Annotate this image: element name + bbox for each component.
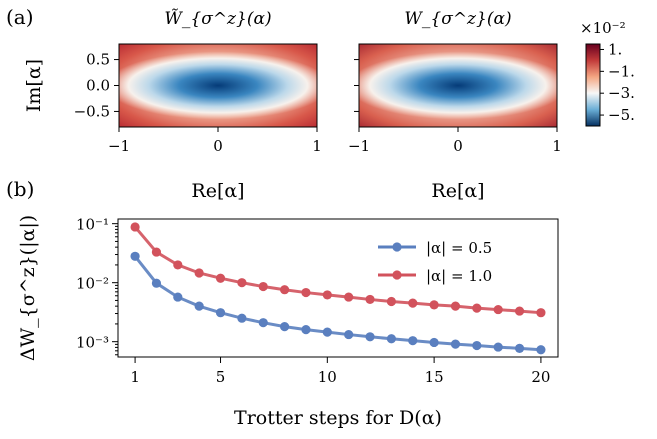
heatmap-left-ytick-label: −0.5 (74, 102, 110, 120)
heatmap-right-yticks (354, 59, 359, 112)
line-plot-series (130, 222, 546, 355)
colorbar-tick-label: 1. (608, 40, 622, 58)
heatmap-left-xtick-label: 1 (312, 137, 322, 155)
series-1-point (344, 329, 354, 340)
series-2-point (472, 303, 482, 313)
series-1-point (301, 325, 311, 335)
series-2-point (408, 298, 418, 308)
line-plot-ytick-label: 10⁻³ (76, 334, 109, 352)
line-plot-ylabel: ΔW_{σ^z}(|α|) (17, 215, 39, 361)
colorbar-multiplier: ×10⁻² (580, 19, 626, 37)
series-1-point (408, 336, 418, 346)
series-2-point (365, 294, 375, 305)
series-2-point (258, 281, 268, 292)
panel-a-label: (a) (6, 5, 34, 29)
panel-b-label: (b) (6, 177, 34, 201)
series-2-point (280, 285, 290, 295)
series-1-point (536, 345, 546, 355)
series-1-point (493, 342, 503, 352)
series-1-point (280, 322, 290, 332)
heatmap-right-xtick-label: −1 (348, 137, 370, 155)
series-1-point (130, 251, 140, 261)
series-2-point (301, 287, 311, 298)
legend-label-2: |α| = 1.0 (426, 267, 492, 285)
heatmap-right-xticks: −1 0 1 (348, 127, 562, 155)
heatmap-right-trough (359, 51, 557, 120)
series-2-point (493, 304, 503, 315)
series-1-point (386, 334, 396, 344)
line-plot-xtick-label: 20 (531, 368, 550, 386)
series-2-point (194, 268, 204, 278)
heatmap-right-xtick-label: 0 (453, 137, 463, 155)
heatmap-left-ytick-label: 0.0 (86, 77, 110, 95)
heatmap-left (119, 44, 317, 127)
series-1-point (322, 327, 332, 337)
series-2-point (215, 273, 226, 283)
legend: |α| = 0.5 |α| = 1.0 (378, 239, 492, 285)
series-2-point (429, 300, 439, 310)
series-1-point (429, 337, 439, 348)
series-1-point (258, 318, 268, 328)
series-1-point (215, 308, 226, 318)
series-1-point (173, 292, 183, 302)
line-plot-ytick-label: 10⁻² (76, 275, 109, 293)
series-2-point (514, 306, 525, 316)
heatmap-left-xticks: −1 0 1 (108, 127, 322, 155)
series-2-point (450, 301, 461, 311)
line-plot-xtick-label: 15 (425, 368, 444, 386)
colorbar-tick-label: −3. (608, 84, 635, 102)
line-plot-xlabel: Trotter steps for D(α) (234, 407, 442, 429)
legend-marker-2 (392, 270, 402, 280)
colorbar-tick-label: −1. (608, 62, 635, 80)
line-plot-yticks: 10⁻¹ 10⁻² 10⁻³ (76, 216, 118, 356)
heatmap-left-trough (119, 51, 317, 120)
legend-label-1: |α| = 0.5 (426, 239, 492, 257)
series-2-point (130, 222, 140, 232)
colorbar-ticks: 1. −1. −3. −5. (600, 40, 635, 124)
series-1-point (450, 339, 461, 349)
line-plot-xtick-label: 1 (130, 368, 140, 386)
legend-marker-1 (392, 242, 402, 252)
heatmap-left-ylabel: Im[α] (23, 59, 45, 112)
line-plot-xticks: 1 5 10 15 20 (130, 357, 550, 386)
series-2-point (386, 296, 396, 307)
series-2-point (344, 292, 354, 302)
series-1-point (472, 340, 482, 351)
series-2-point (536, 308, 546, 318)
heatmap-left-xtick-label: 0 (213, 137, 223, 155)
series-1-point (514, 343, 525, 353)
colorbar (585, 43, 601, 127)
heatmap-left-yticks: 0.5 0.0 −0.5 (74, 51, 119, 120)
heatmap-left-xtick-label: −1 (108, 137, 130, 155)
line-plot-ytick-label: 10⁻¹ (76, 216, 109, 234)
series-2-point (151, 247, 162, 257)
series-1-point (151, 278, 162, 288)
line-plot-xtick-label: 10 (318, 368, 337, 386)
series-1-point (365, 332, 375, 342)
heatmap-right (359, 44, 557, 127)
series-2-point (322, 290, 332, 300)
heatmap-right-xtick-label: 1 (552, 137, 562, 155)
heatmap-right-title: W_{σ^z}(α) (404, 9, 511, 29)
series-2-point (237, 278, 247, 288)
series-1-point (237, 313, 247, 323)
series-2-point (173, 260, 183, 270)
heatmap-left-title: W̃_{σ^z}(α) (164, 9, 271, 29)
heatmap-right-xlabel: Re[α] (431, 180, 484, 202)
heatmap-left-xlabel: Re[α] (191, 180, 244, 202)
line-plot-xtick-label: 5 (216, 368, 226, 386)
colorbar-tick-label: −5. (608, 106, 635, 124)
heatmap-left-ytick-label: 0.5 (86, 51, 110, 69)
series-1-point (194, 301, 204, 311)
